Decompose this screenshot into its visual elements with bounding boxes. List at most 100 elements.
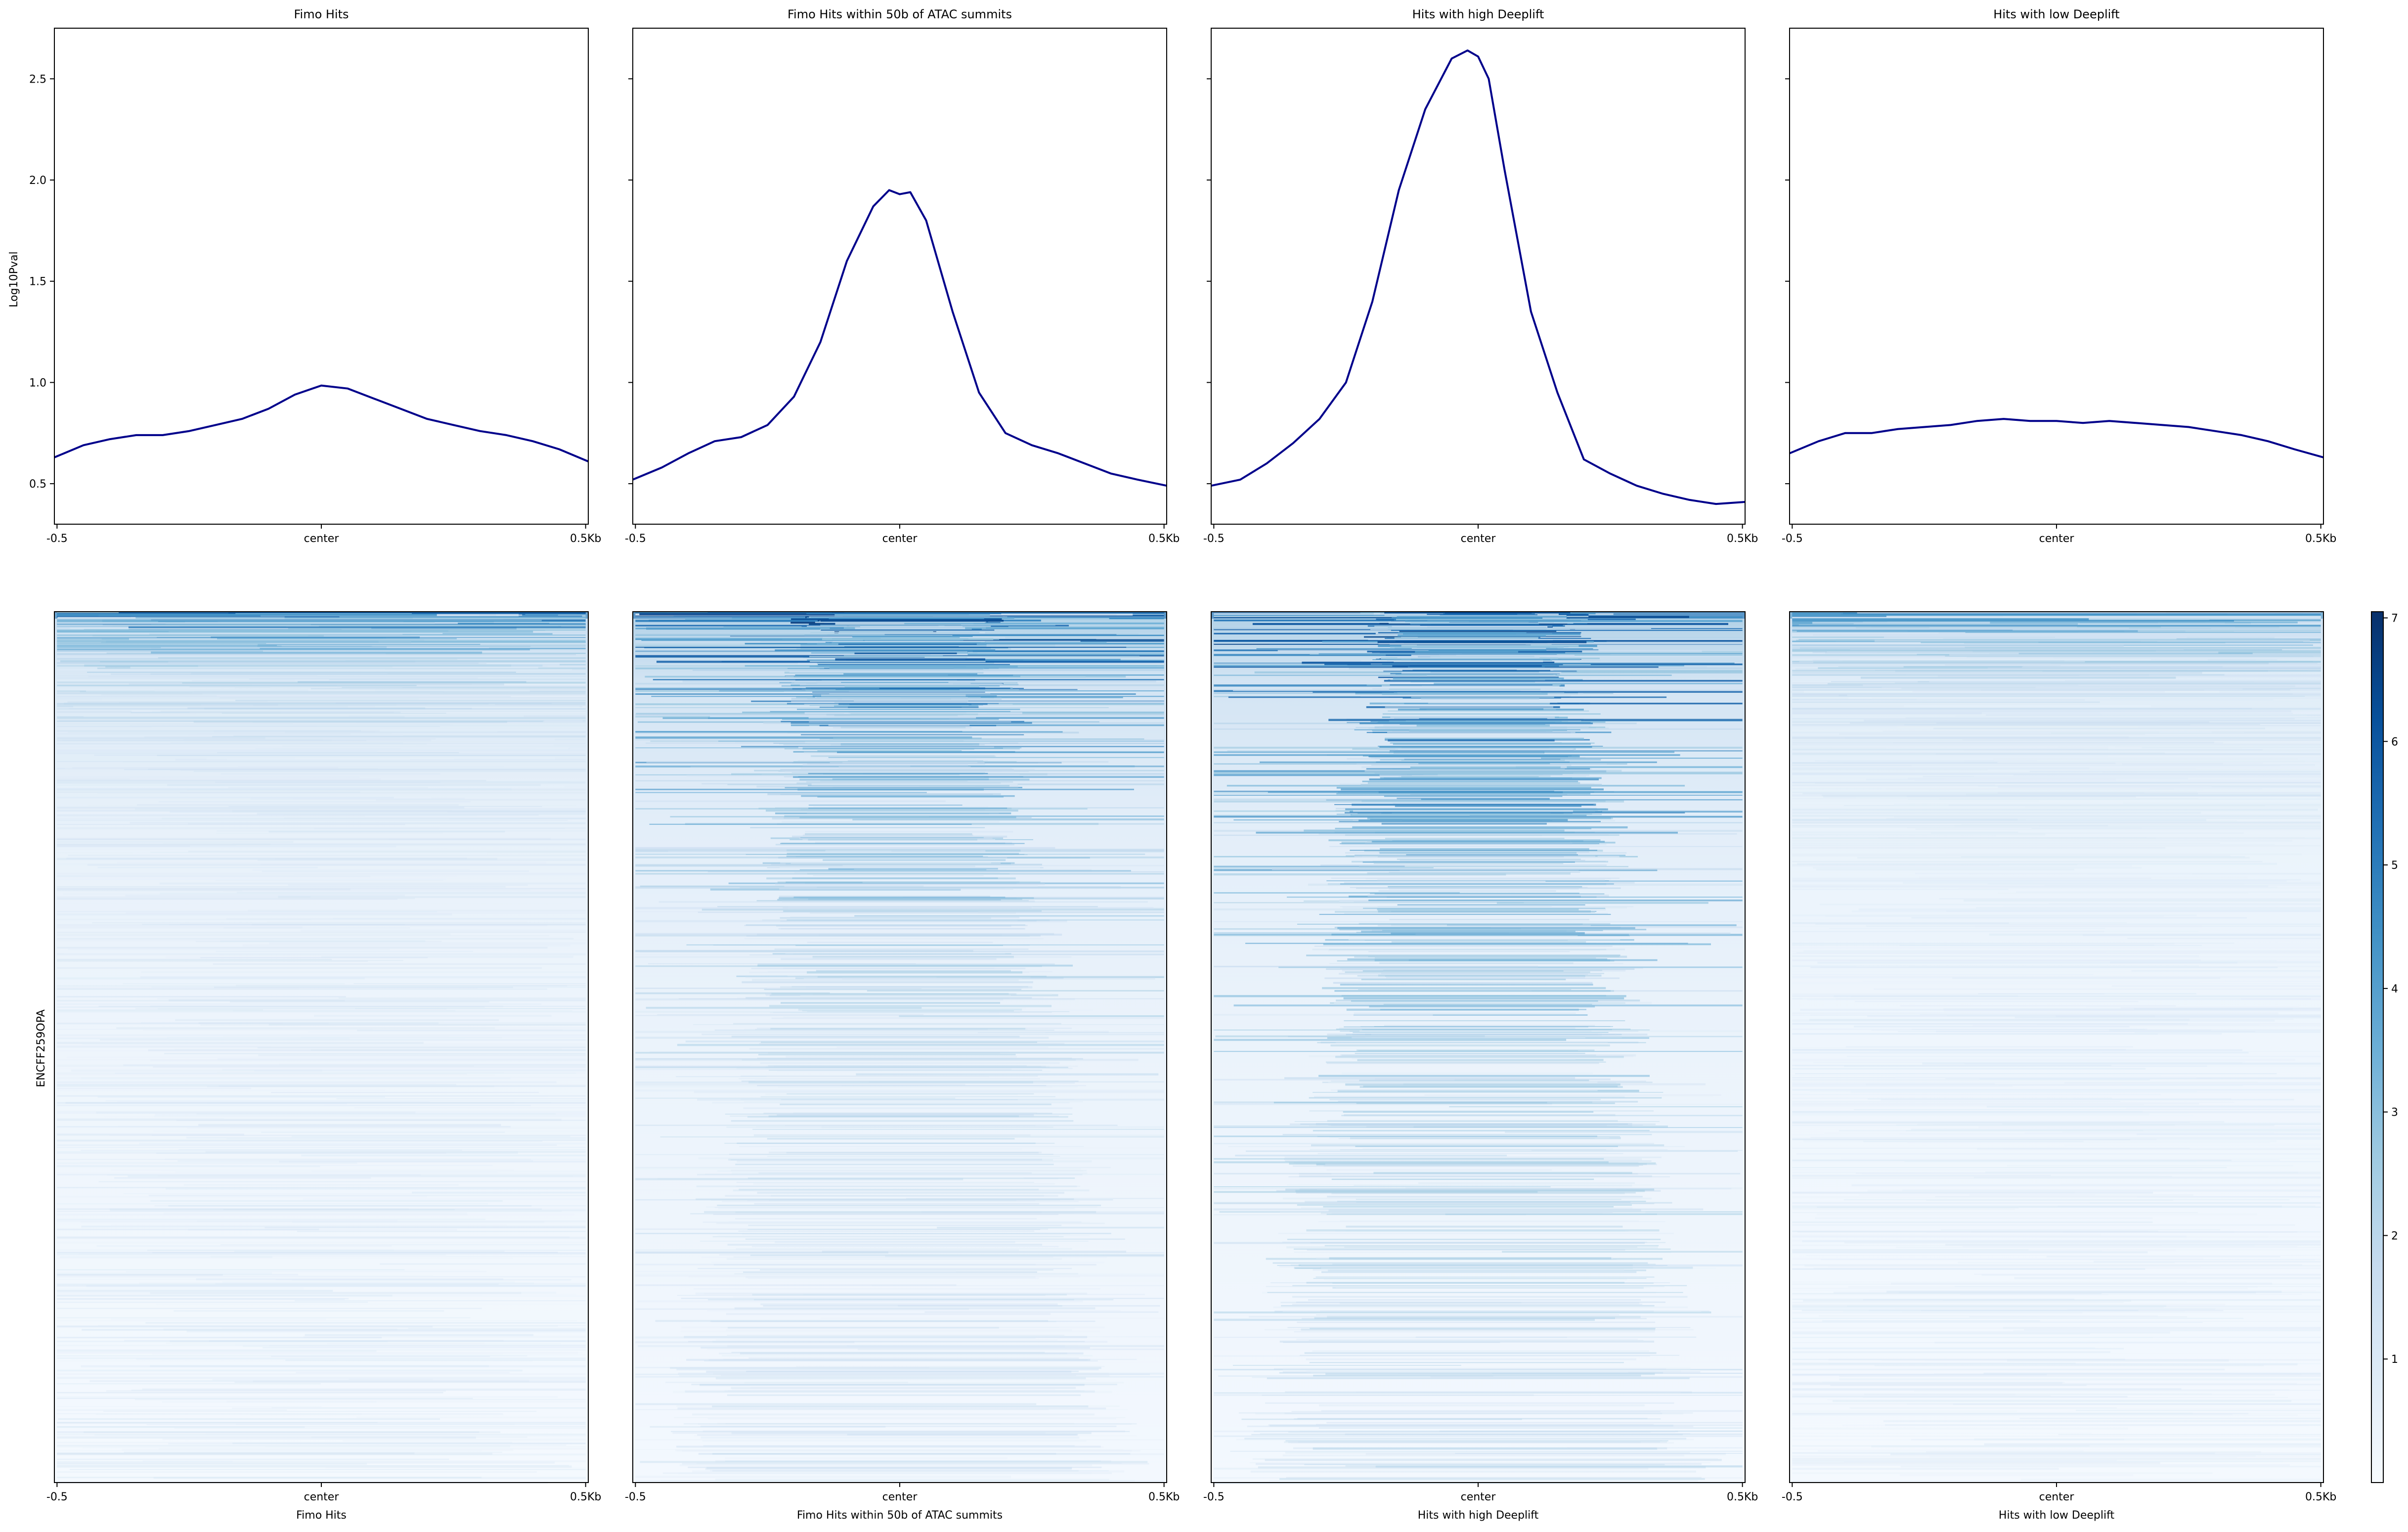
heatmap-row — [1320, 1266, 1654, 1268]
heatmap-row — [1283, 1197, 1652, 1200]
heatmap-row — [744, 1382, 1124, 1384]
heatmap-row — [57, 614, 437, 616]
heatmap-row — [977, 1032, 1164, 1033]
heatmap-row — [855, 659, 1164, 662]
heatmap-row — [225, 785, 445, 786]
heatmap-row — [777, 1071, 1051, 1072]
heatmap-row — [825, 850, 986, 853]
heatmap-row — [1948, 804, 2321, 807]
heatmap-row — [1299, 1175, 1652, 1177]
heatmap-row — [57, 1064, 343, 1066]
heatmap-row — [1929, 680, 2321, 682]
heatmap-row — [1792, 693, 2321, 696]
heatmap-row — [714, 1030, 1054, 1031]
heatmap-row — [758, 1054, 1016, 1056]
heatmap-row — [1356, 1202, 1630, 1203]
heatmap-row — [807, 626, 991, 627]
heatmap-row — [57, 1236, 586, 1239]
heatmap-row — [1893, 742, 2224, 744]
heatmap-row — [57, 1172, 586, 1175]
heatmap-row — [1398, 634, 1546, 637]
heatmap-row — [1792, 1139, 2131, 1140]
colorbar-frame — [2371, 611, 2384, 1483]
heatmap-row — [1792, 922, 2009, 924]
heatmap-row — [650, 1426, 886, 1428]
heatmap-row — [780, 843, 1025, 844]
heatmap-row — [251, 1329, 535, 1332]
heatmap-row — [1792, 1390, 2321, 1391]
heatmap-row — [1356, 887, 1621, 889]
heatmap-row — [1792, 865, 2040, 866]
heatmap-row — [252, 869, 470, 871]
heatmap-row — [1214, 1135, 1597, 1137]
heatmap-row — [1379, 852, 1577, 854]
heatmap-row — [967, 652, 1164, 654]
heatmap-row — [738, 1230, 1035, 1232]
heatmap-row — [852, 635, 973, 637]
heatmap-row — [1792, 1191, 2153, 1194]
heatmap-row — [57, 1373, 586, 1375]
heatmap-row — [1318, 1075, 1650, 1077]
heatmap-row — [308, 1031, 586, 1033]
heatmap-row — [177, 1160, 533, 1162]
heatmap-row — [222, 1281, 515, 1283]
x-tick-label: center — [882, 1491, 918, 1503]
heatmap-row — [212, 691, 444, 693]
heatmap-row — [739, 1188, 1039, 1191]
heatmap-row — [100, 733, 392, 735]
heatmap-row — [780, 862, 991, 864]
heatmap-row — [676, 1368, 1099, 1371]
heatmap-row — [727, 1335, 1064, 1336]
heatmap-row — [2050, 688, 2321, 689]
heatmap-row — [748, 1177, 1075, 1179]
heatmap-row — [1792, 822, 2321, 824]
heatmap-row — [152, 711, 401, 713]
heatmap-row — [1309, 1110, 1654, 1112]
heatmap-row — [743, 1271, 1037, 1273]
heatmap-row — [1838, 689, 2321, 691]
heatmap-row — [57, 1396, 558, 1398]
heatmap-row — [1903, 882, 2321, 884]
heatmap-row — [816, 697, 981, 698]
heatmap-row — [1270, 1425, 1673, 1427]
heatmap-row — [88, 805, 576, 807]
heatmap-row — [713, 1481, 1093, 1482]
heatmap-row — [200, 1024, 586, 1026]
heatmap-row — [1279, 1372, 1664, 1374]
heatmap-row — [2102, 714, 2321, 716]
heatmap-row — [765, 1093, 1018, 1095]
heatmap-row — [2058, 1205, 2316, 1207]
heatmap-row — [219, 1085, 586, 1087]
heatmap-row — [57, 733, 586, 735]
heatmap-row — [1461, 651, 1743, 654]
heatmap-row — [180, 1253, 586, 1254]
heatmap-row — [1318, 833, 1737, 835]
heatmap-row — [275, 1279, 572, 1280]
heatmap-row — [1214, 798, 1421, 800]
heatmap-row — [57, 1152, 446, 1154]
heatmap-row — [57, 1041, 424, 1044]
heatmap-row — [1934, 1373, 2321, 1375]
heatmap-row — [705, 1173, 1164, 1175]
heatmap-row — [57, 807, 465, 809]
heatmap-row — [1328, 719, 1743, 721]
heatmap-row — [1792, 819, 2026, 820]
heatmap-row — [635, 1249, 1019, 1251]
heatmap-row — [1311, 1371, 1628, 1373]
heatmap-row — [704, 1293, 1088, 1295]
heatmap-row — [176, 1120, 586, 1121]
heatmap-row — [1290, 704, 1743, 706]
heatmap-row — [1313, 1375, 1641, 1377]
heatmap-row — [735, 1164, 1054, 1166]
heatmap-row — [1550, 703, 1743, 705]
heatmap-row — [782, 821, 1000, 823]
heatmap-row — [57, 1283, 499, 1285]
heatmap-row — [1792, 842, 2112, 843]
heatmap-row — [58, 1418, 440, 1420]
heatmap-row — [1345, 812, 1685, 813]
heatmap-row — [869, 1081, 1164, 1082]
heatmap-row — [64, 953, 586, 955]
heatmap-row — [1905, 717, 2321, 719]
heatmap-row — [1792, 1251, 2102, 1252]
heatmap-row — [57, 1431, 480, 1433]
